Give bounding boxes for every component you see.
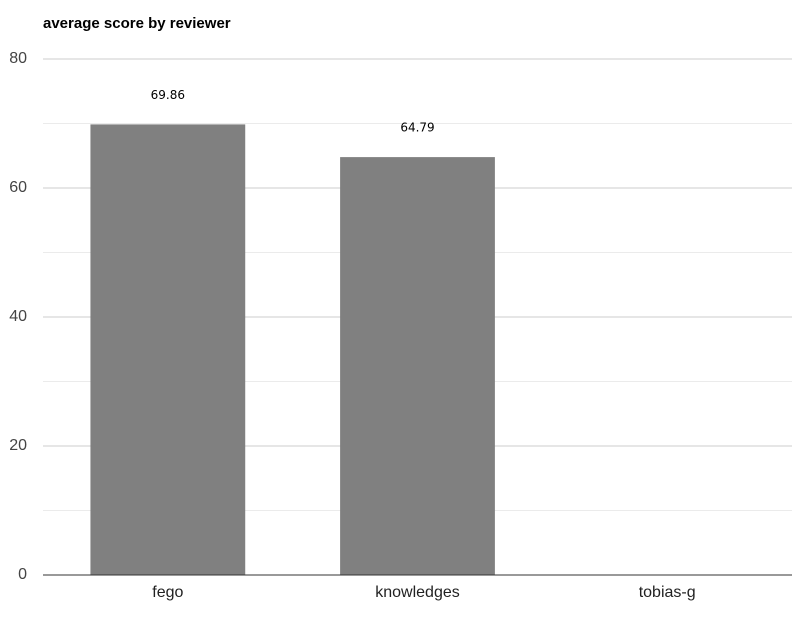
y-tick-label: 0 — [18, 566, 27, 583]
value-label: 64.79 — [400, 121, 434, 135]
chart-title: average score by reviewer — [43, 15, 231, 32]
bar — [340, 157, 495, 576]
x-tick-label: knowledges — [375, 584, 460, 601]
y-tick-label: 80 — [9, 50, 27, 67]
y-tick-label: 40 — [9, 308, 27, 325]
x-tick-label: fego — [152, 584, 183, 601]
bar — [90, 124, 246, 575]
x-tick-label: tobias-g — [639, 584, 696, 601]
y-tick-label: 60 — [9, 179, 27, 196]
value-label: 69.86 — [151, 88, 185, 102]
y-tick-label: 20 — [9, 437, 27, 454]
